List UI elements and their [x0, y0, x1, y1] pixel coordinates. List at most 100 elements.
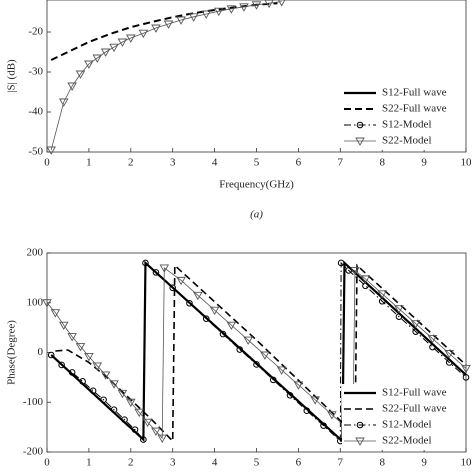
x-tick-label: 7 — [338, 157, 344, 169]
marker — [209, 306, 220, 316]
marker — [169, 284, 176, 292]
marker — [251, 1, 262, 10]
legend-marker — [356, 121, 364, 129]
marker — [159, 264, 170, 273]
marker — [151, 24, 161, 33]
x-tick-label: 9 — [421, 457, 427, 469]
y-tick-label: -40 — [28, 106, 43, 118]
legend-label: S22-Full wave — [382, 403, 447, 415]
legend-label: S22-Model — [382, 135, 432, 147]
marker — [67, 333, 77, 342]
marker — [320, 422, 327, 429]
marker — [176, 276, 186, 286]
legend-label: S12-Model — [382, 119, 432, 131]
legend-label: S12-Full wave — [382, 87, 447, 99]
series-line — [50, 2, 278, 61]
x-tick-label: 8 — [379, 457, 385, 469]
marker — [100, 48, 111, 57]
x-tick-label: 6 — [296, 457, 302, 469]
marker — [152, 269, 160, 276]
marker — [47, 351, 55, 359]
marker — [226, 5, 237, 14]
marker — [269, 376, 277, 384]
x-tick-label: 3 — [170, 157, 176, 169]
marker — [58, 98, 69, 107]
marker — [50, 309, 61, 318]
marker — [445, 359, 453, 366]
marker — [100, 371, 111, 380]
x-tick-label: 7 — [338, 457, 344, 469]
marker — [276, 366, 287, 375]
marker — [214, 7, 224, 17]
x-tick-label: 4 — [212, 457, 218, 469]
y-axis-label: Phase(Degree) — [6, 320, 18, 385]
y-tick-label: 200 — [27, 247, 44, 259]
marker — [140, 436, 147, 443]
marker — [243, 336, 253, 345]
marker — [92, 362, 103, 371]
marker — [46, 146, 56, 155]
marker — [310, 396, 320, 405]
marker — [337, 259, 345, 267]
x-tick-label: 1 — [86, 457, 92, 469]
marker — [444, 350, 455, 359]
x-tick-label: 10 — [461, 457, 473, 469]
marker — [75, 70, 86, 79]
x-tick-label: 5 — [254, 457, 260, 469]
x-tick-label: 2 — [128, 457, 134, 469]
marker — [131, 426, 139, 433]
marker — [126, 398, 136, 408]
marker — [395, 313, 403, 320]
marker — [142, 418, 153, 428]
marker — [142, 259, 149, 267]
marker — [303, 407, 311, 415]
marker — [84, 60, 94, 69]
marker — [68, 369, 76, 376]
legend-marker — [356, 421, 364, 429]
marker — [89, 387, 97, 395]
marker — [360, 275, 371, 284]
marker — [239, 3, 249, 12]
marker — [109, 380, 119, 389]
x-tick-label: 1 — [86, 157, 92, 169]
marker — [286, 391, 294, 399]
y-tick-label: -30 — [28, 66, 43, 78]
x-tick-label: 10 — [461, 157, 473, 169]
marker — [253, 361, 260, 368]
marker — [176, 16, 186, 25]
marker — [461, 364, 471, 374]
x-tick-label: 5 — [254, 157, 260, 169]
marker — [110, 406, 118, 414]
x-tick-label: 0 — [44, 157, 50, 169]
marker — [67, 82, 77, 91]
y-tick-label: 100 — [27, 296, 44, 308]
x-tick-label: 4 — [212, 157, 218, 169]
y-tick-label: -200 — [23, 446, 44, 458]
x-axis-label: Frequency(GHz) — [219, 179, 294, 191]
marker — [394, 305, 404, 314]
marker — [193, 291, 203, 301]
marker — [121, 416, 128, 423]
marker — [186, 299, 193, 307]
marker — [42, 299, 52, 308]
marker — [138, 29, 149, 39]
marker — [226, 321, 237, 331]
marker — [260, 351, 270, 360]
marker — [134, 408, 144, 418]
marker — [157, 434, 168, 443]
x-tick-label: 6 — [296, 157, 302, 169]
marker — [188, 13, 199, 22]
y-tick-label: -20 — [28, 26, 43, 38]
marker — [377, 290, 387, 299]
marker — [345, 267, 352, 274]
legend-label: S12-Model — [382, 419, 432, 431]
y-tick-label: 0 — [38, 346, 44, 358]
marker — [117, 389, 128, 399]
marker — [100, 396, 107, 404]
marker — [264, 0, 274, 9]
series-line — [46, 267, 467, 440]
legend-marker — [355, 137, 365, 146]
legend-label: S12-Full wave — [382, 387, 447, 399]
marker — [410, 320, 421, 329]
